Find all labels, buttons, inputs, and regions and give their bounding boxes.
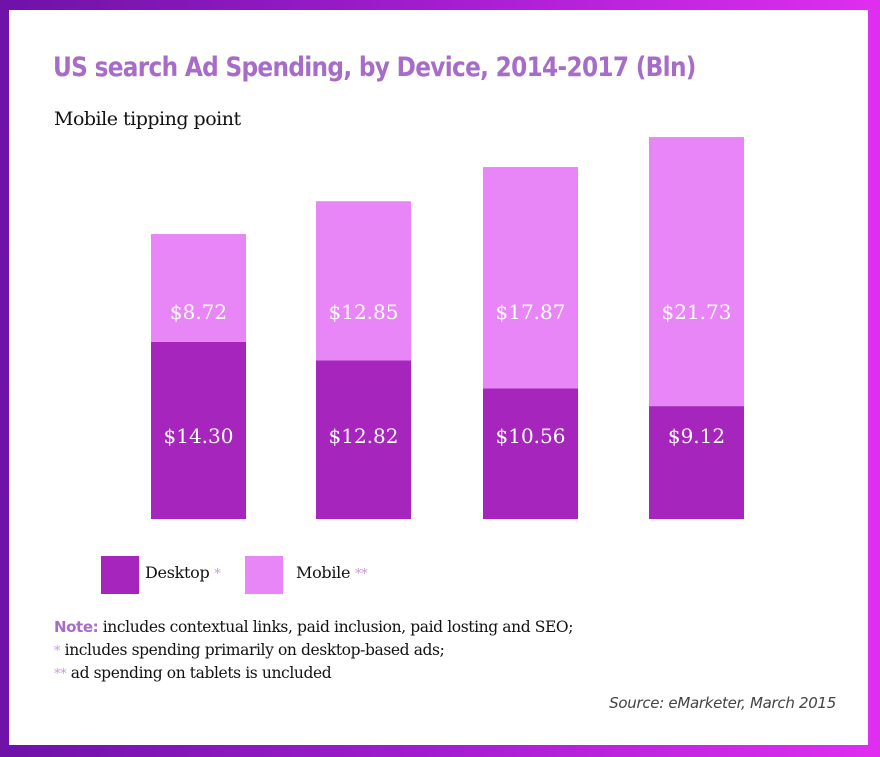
data-label-desktop-3: $9.12 [668, 424, 725, 448]
data-label-mobile-2: $17.87 [496, 300, 566, 324]
legend-mobile-marker: ** [354, 567, 368, 582]
note-text-3: ad spending on tablets is uncluded [66, 664, 332, 682]
chart-subtitle: Mobile tipping point [54, 108, 241, 130]
note-text-2: includes spending primarily on desktop-b… [60, 641, 445, 659]
note-line-2: * includes spending primarily on desktop… [54, 641, 445, 659]
note-star-2: ** [54, 667, 67, 682]
data-label-desktop-0: $14.30 [164, 424, 234, 448]
data-label-desktop-2: $10.56 [496, 424, 566, 448]
data-label-mobile-3: $21.73 [662, 300, 732, 324]
note-star-1: * [54, 644, 61, 659]
bar-mobile-3 [649, 137, 744, 407]
legend-desktop-text: Desktop [145, 563, 210, 582]
legend-swatch-desktop [101, 556, 139, 594]
note-line-3: ** ad spending on tablets is uncluded [54, 664, 332, 682]
bar-mobile-0 [151, 234, 246, 342]
note-line-1: Note: includes contextual links, paid in… [54, 618, 573, 636]
legend-label-desktop: Desktop * [145, 563, 221, 582]
note-text: includes contextual links, paid inclusio… [98, 618, 574, 636]
chart-title: US search Ad Spending, by Device, 2014-2… [53, 52, 696, 83]
legend-desktop-marker: * [214, 567, 221, 582]
note-label: Note: [54, 618, 99, 636]
bar-mobile-2 [483, 167, 578, 389]
bar-desktop-3 [649, 406, 744, 519]
data-label-mobile-0: $8.72 [170, 300, 227, 324]
legend-label-mobile: Mobile ** [296, 563, 368, 582]
data-label-desktop-1: $12.82 [329, 424, 399, 448]
bar-desktop-1 [316, 360, 411, 519]
legend-mobile-text: Mobile [296, 563, 351, 582]
legend-swatch-mobile [245, 556, 283, 594]
source-note: Source: eMarketer, March 2015 [609, 694, 836, 712]
data-label-mobile-1: $12.85 [329, 300, 399, 324]
bar-desktop-2 [483, 388, 578, 519]
bar-mobile-1 [316, 201, 411, 361]
bar-desktop-0 [151, 341, 246, 519]
